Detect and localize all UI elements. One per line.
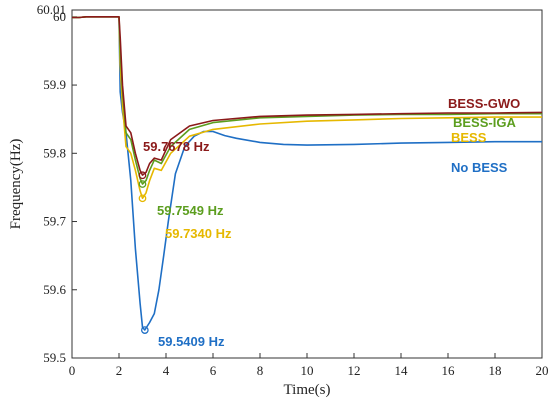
y-tick-label: 59.7 <box>43 214 66 229</box>
legend-entry: BESS-GWO <box>448 96 520 111</box>
x-tick-label: 14 <box>395 363 409 378</box>
plot-area <box>71 9 543 359</box>
annotation-label: 59.7549 Hz <box>157 203 224 218</box>
series-line-bess-gwo <box>72 15 543 176</box>
x-tick-label: 16 <box>442 363 456 378</box>
x-tick-label: 2 <box>116 363 123 378</box>
x-tick-label: 4 <box>163 363 170 378</box>
annotation-label: 59.7340 Hz <box>165 226 232 241</box>
x-tick-label: 8 <box>257 363 264 378</box>
legend-entry: BESS <box>451 130 487 145</box>
x-tick-label: 0 <box>69 363 76 378</box>
x-axis-label: Time(s) <box>284 382 331 398</box>
minimum-marker <box>138 171 147 180</box>
y-tick-label: 59.6 <box>43 282 66 297</box>
legend-entry: BESS-IGA <box>453 115 516 130</box>
y-tick-label: 60.01 <box>37 2 66 17</box>
y-tick-label: 59.9 <box>43 77 66 92</box>
y-axis-label: Frequency(Hz) <box>8 139 24 230</box>
x-tick-label: 20 <box>536 363 549 378</box>
x-tick-label: 12 <box>348 363 361 378</box>
minimum-marker <box>138 194 147 203</box>
y-tick-label: 59.5 <box>43 350 66 365</box>
annotation-label: 59.7678 Hz <box>143 139 210 154</box>
minimum-marker <box>141 326 149 334</box>
minimum-marker <box>138 180 147 188</box>
series-lines <box>72 15 543 331</box>
minimum-markers <box>138 171 149 334</box>
annotations: 59.7678 Hz 59.7549 Hz 59.7340 Hz 59.5409 Hz <box>143 139 232 349</box>
annotation-label: 59.5409 Hz <box>158 334 225 349</box>
x-tick-label: 10 <box>301 363 314 378</box>
y-tick-label: 59.8 <box>43 145 66 160</box>
x-tick-label: 6 <box>210 363 217 378</box>
x-axis-ticks: 0 2 4 6 8 10 12 14 16 18 20 <box>69 353 549 378</box>
y-tick-label: 60 <box>53 9 66 24</box>
x-tick-label: 18 <box>489 363 502 378</box>
legend-entry: No BESS <box>451 160 508 175</box>
